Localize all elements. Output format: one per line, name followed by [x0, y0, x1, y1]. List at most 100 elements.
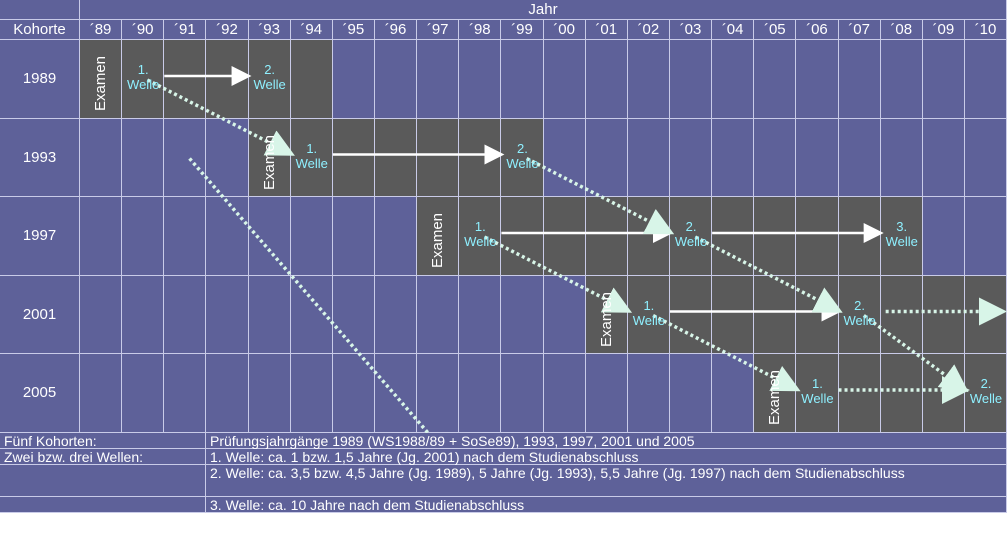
- diagonal-transition-arrow: [694, 235, 843, 313]
- grid-cell: [164, 275, 207, 354]
- year-header-cell: ´01: [585, 20, 628, 40]
- exam-label: Examen: [766, 370, 784, 426]
- diagonal-transition-arrow: [483, 235, 633, 313]
- wave-number: 1.: [137, 62, 149, 77]
- wave-number: 3.: [896, 219, 908, 234]
- year-group-header: Jahr: [80, 0, 1007, 20]
- grid-cell: [838, 118, 881, 197]
- grid-cell: [712, 40, 755, 119]
- active-period-cell: [712, 197, 755, 276]
- grid-cell: [374, 354, 418, 433]
- wave-number: 2.: [980, 376, 992, 391]
- year-header-cell: ´91: [164, 20, 207, 40]
- diagonal-transition-arrow: [862, 314, 969, 393]
- active-period-cell: [754, 275, 797, 354]
- grid-cell: [459, 40, 502, 119]
- grid-cell: [417, 275, 460, 354]
- grid-cell: [332, 354, 375, 433]
- grid-cell: [248, 197, 291, 276]
- year-header-cell: ´05: [754, 20, 797, 40]
- grid-cell: [332, 197, 375, 276]
- active-period-cell: [417, 118, 460, 197]
- grid-cell: [80, 275, 123, 354]
- grid-cell: [206, 354, 249, 433]
- active-period-cell: [332, 118, 375, 197]
- grid-cell: [122, 118, 165, 197]
- year-header-cell: ´06: [796, 20, 839, 40]
- grid-cell: [122, 354, 165, 433]
- grid-cell: [417, 354, 460, 433]
- grid-cell: [164, 197, 207, 276]
- legend-description: Prüfungsjahrgänge 1989 (WS1988/89 + SoSe…: [206, 432, 1007, 449]
- year-header-cell: ´03: [669, 20, 713, 40]
- active-period-cell: [796, 354, 839, 433]
- cohort-label: 1997: [0, 197, 80, 276]
- diagonal-transition-arrow: [652, 313, 801, 392]
- grid-cell: [206, 118, 249, 197]
- wave-label: Welle: [253, 77, 286, 92]
- exam-label: Examen: [597, 291, 615, 347]
- year-header-cell: ´97: [417, 20, 460, 40]
- legend-description: 3. Welle: ca. 10 Jahre nach dem Studiena…: [206, 496, 1007, 513]
- exam-label: Examen: [92, 56, 109, 112]
- grid-cell: [754, 40, 797, 119]
- grid-cell: [543, 354, 586, 433]
- active-period-cell: [459, 197, 502, 276]
- active-period-cell: [627, 275, 670, 354]
- grid-cell: [206, 275, 249, 354]
- active-period-cell: [838, 275, 881, 354]
- grid-cell: [880, 40, 923, 119]
- year-header-cell: ´90: [122, 20, 165, 40]
- active-period-cell: [712, 275, 755, 354]
- wave-label: Welle: [632, 312, 666, 328]
- grid-cell: [627, 40, 670, 119]
- grid-cell: [880, 118, 923, 197]
- active-period-cell: [501, 197, 544, 276]
- active-period-cell: [880, 197, 923, 276]
- year-header-cell: ´99: [501, 20, 544, 40]
- wave-number: 2.: [517, 140, 528, 156]
- grid-cell: [627, 118, 670, 197]
- grid-cell: [332, 40, 375, 119]
- year-header-cell: ´95: [332, 20, 375, 40]
- wave-number: 2.: [685, 219, 697, 234]
- year-header-cell: ´92: [206, 20, 249, 40]
- wave-number: 1.: [643, 297, 655, 313]
- legend-description: 2. Welle: ca. 3,5 bzw. 4,5 Jahre (Jg. 19…: [206, 464, 1007, 497]
- grid-cell: [922, 40, 965, 119]
- wave-label: Welle: [506, 155, 539, 171]
- year-header-cell: ´02: [627, 20, 670, 40]
- grid-cell: [922, 197, 965, 276]
- grid-cell: [627, 354, 670, 433]
- grid-cell: [669, 118, 713, 197]
- wave-label: Welle: [674, 234, 708, 249]
- wave-label: Welle: [801, 391, 834, 406]
- diagonal-transition-arrow: [525, 156, 675, 235]
- header-top-blank: [0, 0, 80, 20]
- active-period-cell: [922, 275, 965, 354]
- grid-cell: [417, 40, 460, 119]
- grid-cell: [374, 40, 418, 119]
- wave-number: 2.: [264, 62, 276, 77]
- active-period-cell: [80, 40, 123, 119]
- active-period-cell: [543, 197, 586, 276]
- grid-cell: [669, 40, 713, 119]
- cohort-column-header: Kohorte: [0, 20, 80, 40]
- grid-cell: [754, 118, 797, 197]
- year-header-cell: ´93: [248, 20, 291, 40]
- grid-cell: [122, 275, 165, 354]
- year-header-cell: ´07: [838, 20, 881, 40]
- grid-cell: [543, 275, 586, 354]
- wave-number: 1.: [812, 376, 823, 391]
- active-period-cell: [796, 197, 839, 276]
- wave-label: Welle: [969, 391, 1003, 406]
- active-period-cell: [880, 275, 923, 354]
- cohort-label: 2005: [0, 354, 80, 433]
- year-header-cell: ´00: [543, 20, 586, 40]
- grid-cell: [585, 118, 628, 197]
- grid-cell: [669, 354, 713, 433]
- grid-cell: [838, 40, 881, 119]
- year-header-cell: ´94: [290, 20, 333, 40]
- grid-cell: [290, 354, 333, 433]
